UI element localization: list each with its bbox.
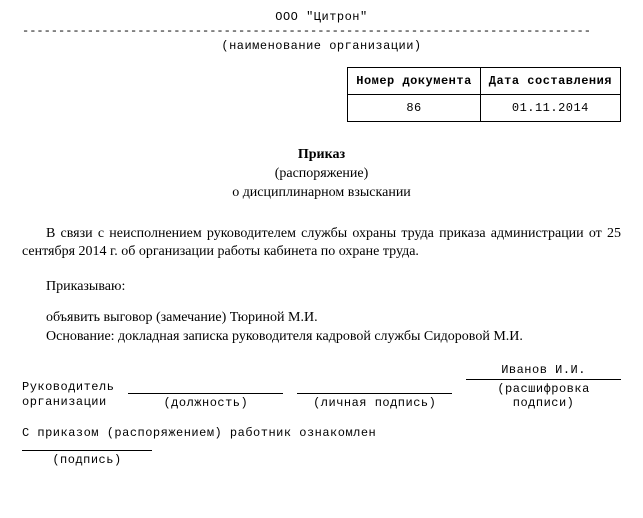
signature-caption: (личная подпись) [297,393,452,410]
order-lines: объявить выговор (замечание) Тюриной М.И… [22,309,621,347]
org-caption: (наименование организации) [22,39,621,53]
order-line-1: объявить выговор (замечание) Тюриной М.И… [22,309,621,328]
signer-role: Руководитель организации [22,380,114,410]
signature-block: Руководитель организации (должность) (ли… [22,363,621,410]
meta-header-date: Дата составления [480,68,620,95]
meta-value-docnum: 86 [348,95,481,122]
title-main: Приказ [22,146,621,165]
meta-header-docnum: Номер документа [348,68,481,95]
ack-signature-value [22,442,152,448]
document-title: Приказ (распоряжение) о дисциплинарном в… [22,146,621,203]
order-line-2: Основание: докладная записка руководител… [22,328,621,347]
title-sub1: (распоряжение) [22,165,621,184]
position-caption: (должность) [128,393,283,410]
position-value [128,377,283,391]
meta-value-date: 01.11.2014 [480,95,620,122]
name-value: Иванов И.И. [466,363,621,377]
ack-signature-caption: (подпись) [22,450,152,467]
document-meta-table: Номер документа Дата составления 86 01.1… [347,67,621,122]
title-sub2: о дисциплинарном взыскании [22,184,621,203]
org-name: ООО "Цитрон" [22,10,621,24]
divider-rule: ----------------------------------------… [22,25,621,37]
name-caption: (расшифровка подписи) [466,379,621,410]
ack-text: С приказом (распоряжением) работник озна… [22,426,621,440]
signature-value [297,377,452,391]
body-paragraph: В связи с неисполнением руководителем сл… [22,225,621,261]
order-word: Приказываю: [22,279,621,295]
acknowledgement: С приказом (распоряжением) работник озна… [22,426,621,467]
